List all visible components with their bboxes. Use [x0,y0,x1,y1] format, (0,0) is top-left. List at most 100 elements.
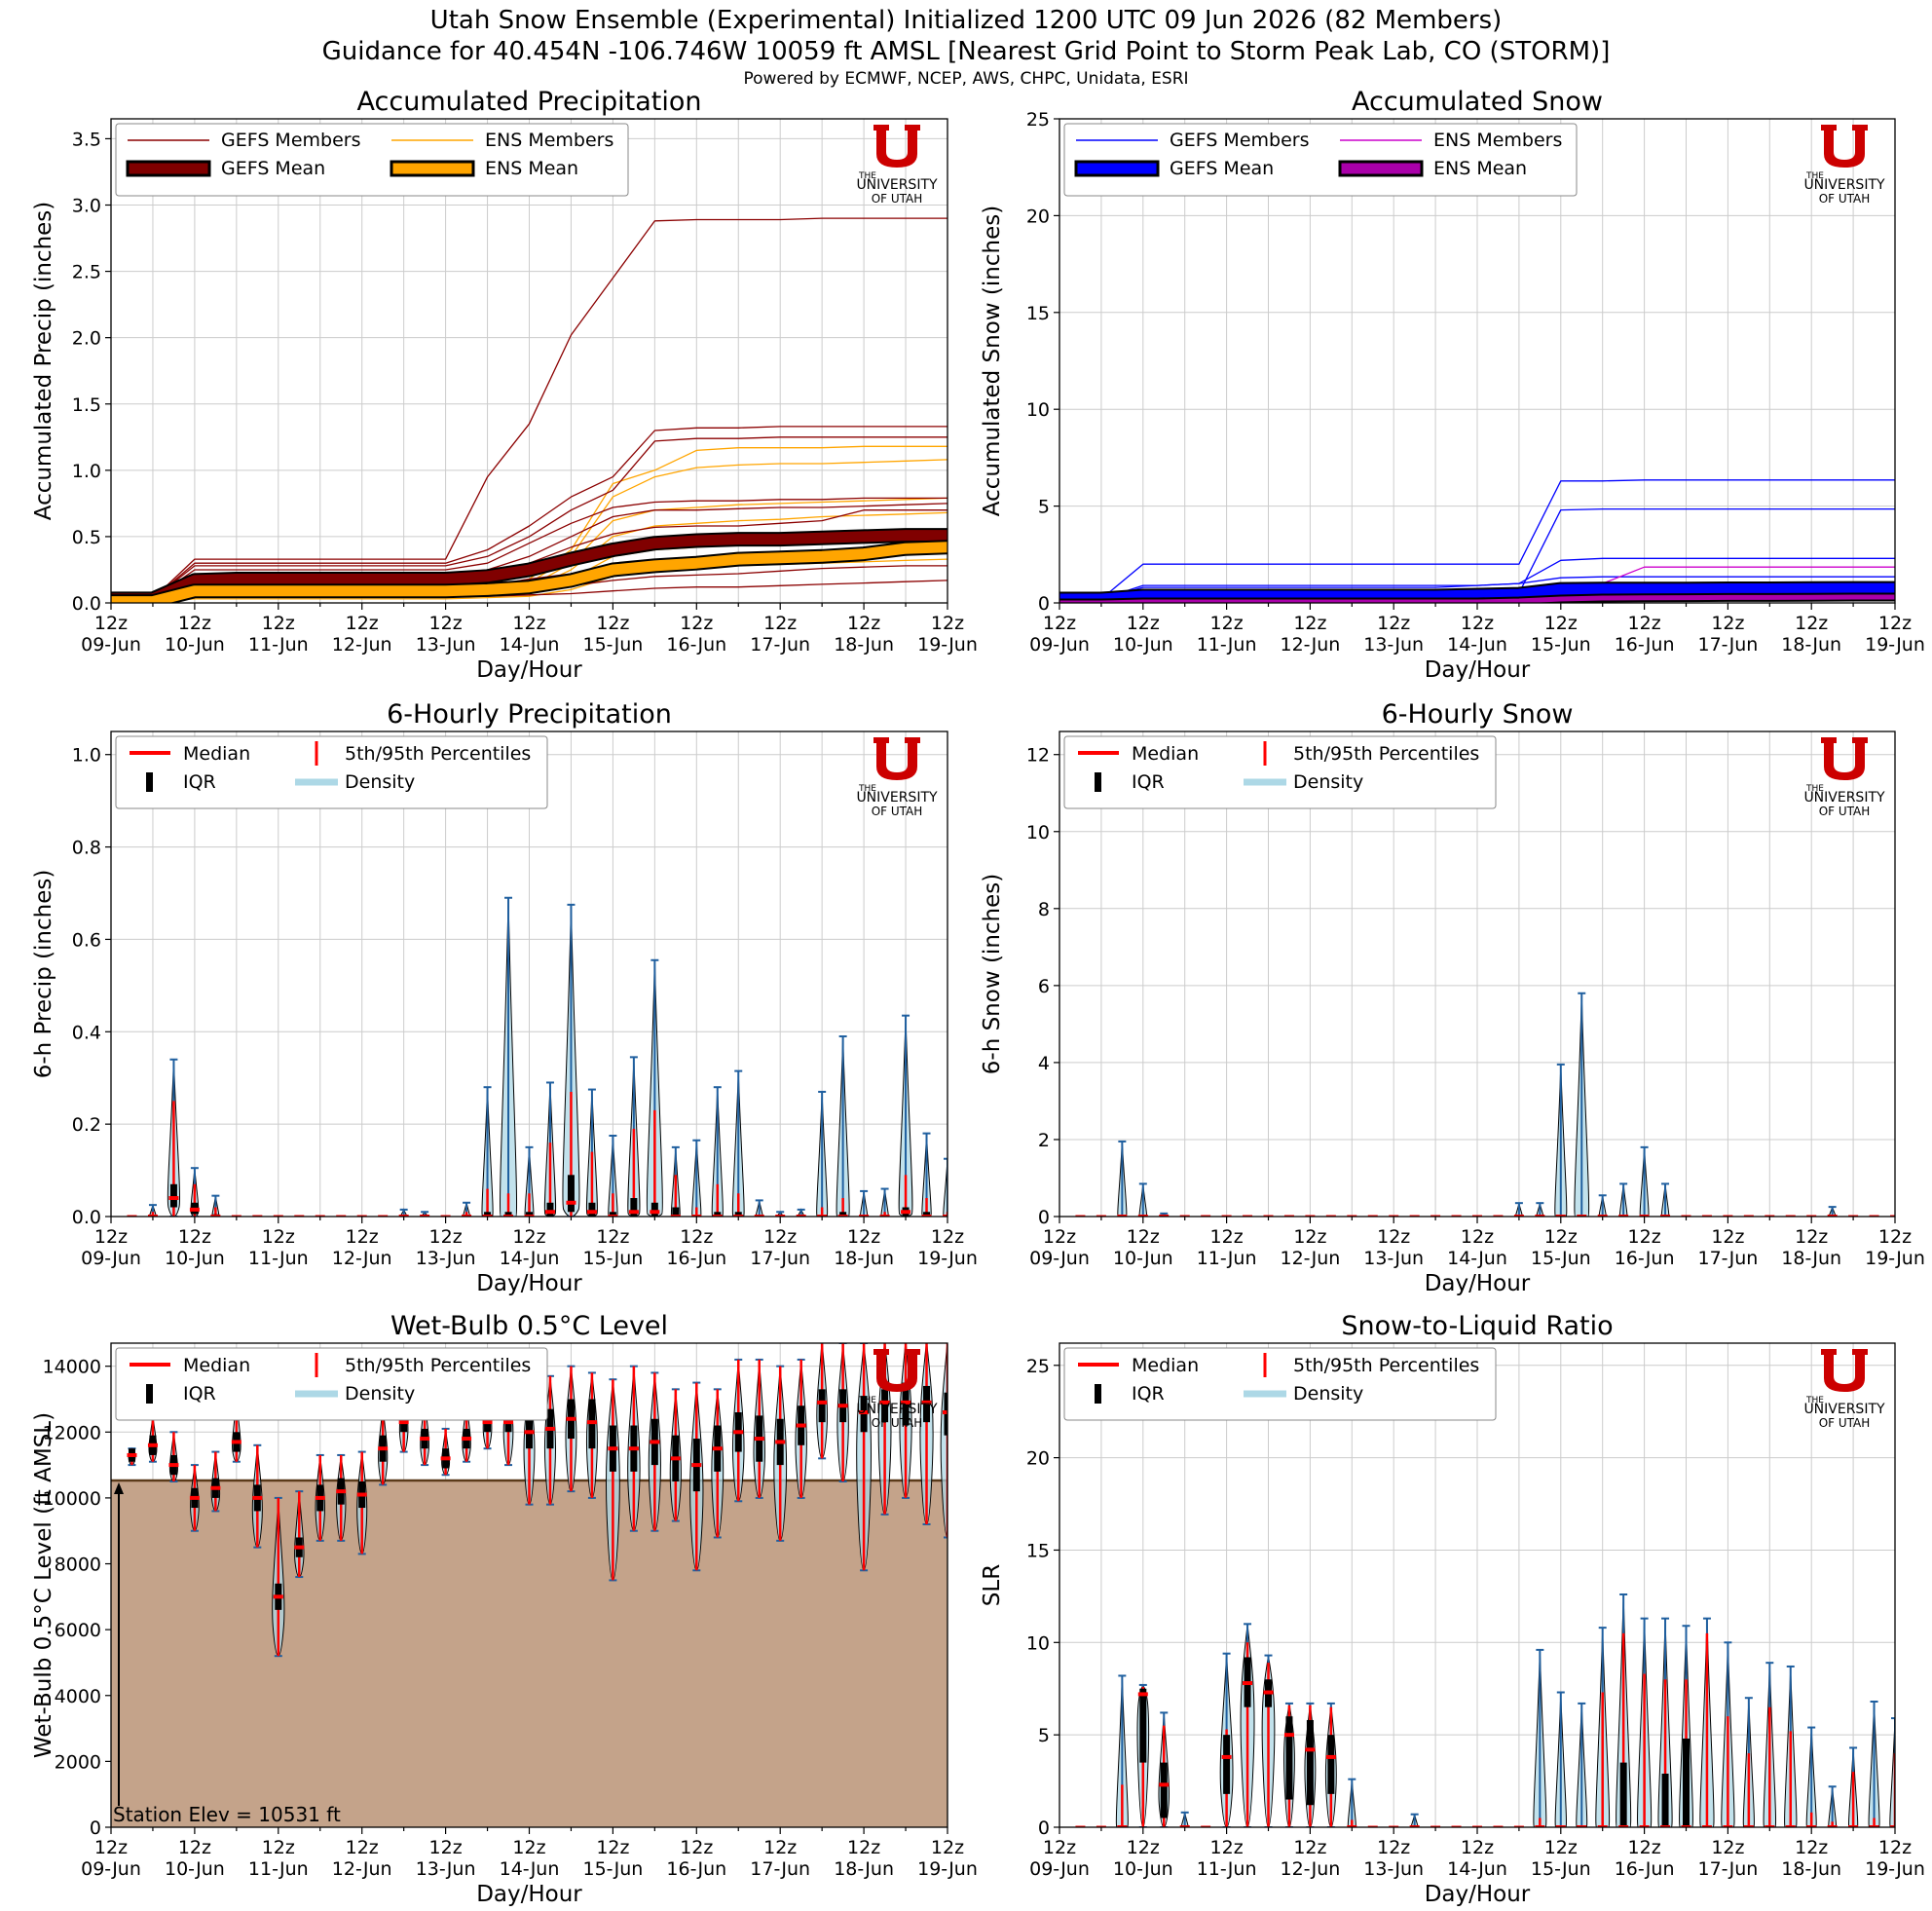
y-tick-label: 10000 [43,1488,101,1510]
logo-text-university: UNIVERSITY [856,790,938,806]
x-axis-label: Day/Hour [1425,1271,1531,1296]
x-tick-day: 18-Jun [834,634,894,656]
legend-entry-label: IQR [183,1383,216,1405]
y-tick-label: 0.5 [72,527,101,548]
precip-violin [836,1035,850,1217]
legend-entry-label: GEFS Mean [1170,158,1274,179]
precip-violin [562,903,580,1217]
legend-box [1063,1347,1497,1421]
x-tick-hour: 12z [1711,613,1744,634]
logo-text-of-utah: OF UTAH [1819,1416,1871,1430]
x-tick-day: 10-Jun [1113,634,1173,656]
precip-violin [859,1189,870,1217]
wetbulb-violin [251,1443,263,1549]
x-tick-day: 10-Jun [165,1248,225,1269]
logo-text-university: UNIVERSITY [1803,177,1885,193]
x-tick-hour: 12z [680,613,713,634]
y-tick-label: 10 [1026,399,1050,421]
x-tick-day: 16-Jun [666,1858,726,1880]
y-tick-label: 3.5 [72,129,101,150]
x-tick-hour: 12z [512,1837,545,1858]
precip-violin [670,1145,681,1217]
violin-iqr [609,1212,616,1217]
wetbulb-violin [856,1343,873,1572]
x-tick-hour: 12z [1210,1226,1244,1248]
x-tick-day: 09-Jun [81,1858,141,1880]
violin-iqr [169,1183,177,1208]
legend-entry-label: IQR [1132,771,1165,793]
x-tick-hour: 12z [512,1226,545,1248]
x-tick-hour: 12z [346,613,379,634]
plot-frame [1059,731,1896,1218]
snow-violin [1513,1202,1524,1217]
slr-violin [1679,1625,1693,1827]
legend-iqr-swatch [146,772,153,792]
wetbulb-violin [773,1365,788,1542]
precip-violin [879,1187,890,1217]
wetbulb-violin [315,1453,325,1542]
slr-violin [1261,1654,1276,1827]
plot-area [1059,479,1895,603]
x-tick-day: 11-Jun [248,1248,309,1269]
x-tick-day: 16-Jun [1615,1248,1675,1269]
violin-iqr [650,1202,658,1217]
gefs-member-line [111,426,947,600]
x-tick-day: 16-Jun [666,1248,726,1269]
panel-precip6: 0.00.20.40.60.81.012z09-Jun12z10-Jun12z1… [31,699,978,1296]
violin-density [943,1158,947,1217]
violin-iqr [1683,1738,1690,1827]
slr-violin [1742,1697,1755,1827]
plot-frame [110,118,948,604]
logo-text-of-utah: OF UTAH [872,1416,923,1430]
x-tick-day: 12-Jun [332,1858,392,1880]
slr-violin [1347,1778,1357,1827]
violin-iqr [1160,1762,1168,1818]
x-tick-day: 13-Jun [1363,1858,1424,1880]
snow-violin [1535,1202,1545,1217]
x-tick-day: 15-Jun [583,1858,644,1880]
x-tick-day: 10-Jun [165,1858,225,1880]
y-tick-label: 2.5 [72,262,101,283]
legend-entry-label: ENS Members [485,130,613,151]
x-tick-day: 12-Jun [1281,634,1341,656]
x-tick-hour: 12z [763,613,797,634]
legend-entry-label: Density [1293,1383,1363,1405]
station-elevation-label: Station Elev = 10531 ft [113,1803,341,1826]
panel-wetbulb: 0200040006000800010000120001400012z09-Ju… [31,1311,978,1907]
x-tick-day: 15-Jun [583,634,644,656]
precip-violin [691,1139,702,1217]
x-tick-day: 10-Jun [165,634,225,656]
legend-entry-label: GEFS Mean [221,158,325,179]
precip-violin [147,1204,158,1217]
x-tick-hour: 12z [346,1226,379,1248]
panel-snow6: 02468101212z09-Jun12z10-Jun12z11-Jun12z1… [980,699,1925,1296]
x-tick-hour: 12z [1043,1226,1076,1248]
precip-violin [943,1157,947,1217]
y-tick-label: 20 [1026,1448,1050,1470]
legend-iqr-swatch [1095,1384,1101,1404]
x-tick-day: 14-Jun [1447,634,1507,656]
y-tick-label: 1.0 [72,745,101,767]
x-tick-day: 09-Jun [1029,1858,1090,1880]
logo-text-of-utah: OF UTAH [872,805,923,818]
x-tick-hour: 12z [429,1226,463,1248]
x-tick-hour: 12z [94,613,128,634]
x-tick-hour: 12z [1210,1837,1244,1858]
gefs-member-line [1059,576,1895,600]
slr-violin [1179,1811,1190,1827]
legend-entry-label: Median [183,1355,250,1376]
x-tick-day: 16-Jun [666,634,726,656]
x-axis-label: Day/Hour [1425,1882,1531,1907]
legend-mean-swatch [1074,160,1160,177]
y-tick-label: 5 [1038,497,1050,518]
legend-mean-swatch [1338,160,1424,177]
legend: Median IQR 5th/95th Percentiles Density [115,735,548,809]
utah-u-icon [1821,125,1868,168]
plot-area [1075,1592,1895,1827]
panel-title: Accumulated Precipitation [357,87,702,117]
figure-credit: Powered by ECMWF, NCEP, AWS, CHPC, Unida… [743,69,1189,89]
x-tick-day: 10-Jun [1113,1858,1173,1880]
legend-box [115,1347,548,1421]
legend-iqr-swatch [1095,772,1101,792]
x-tick-day: 15-Jun [1531,1858,1591,1880]
